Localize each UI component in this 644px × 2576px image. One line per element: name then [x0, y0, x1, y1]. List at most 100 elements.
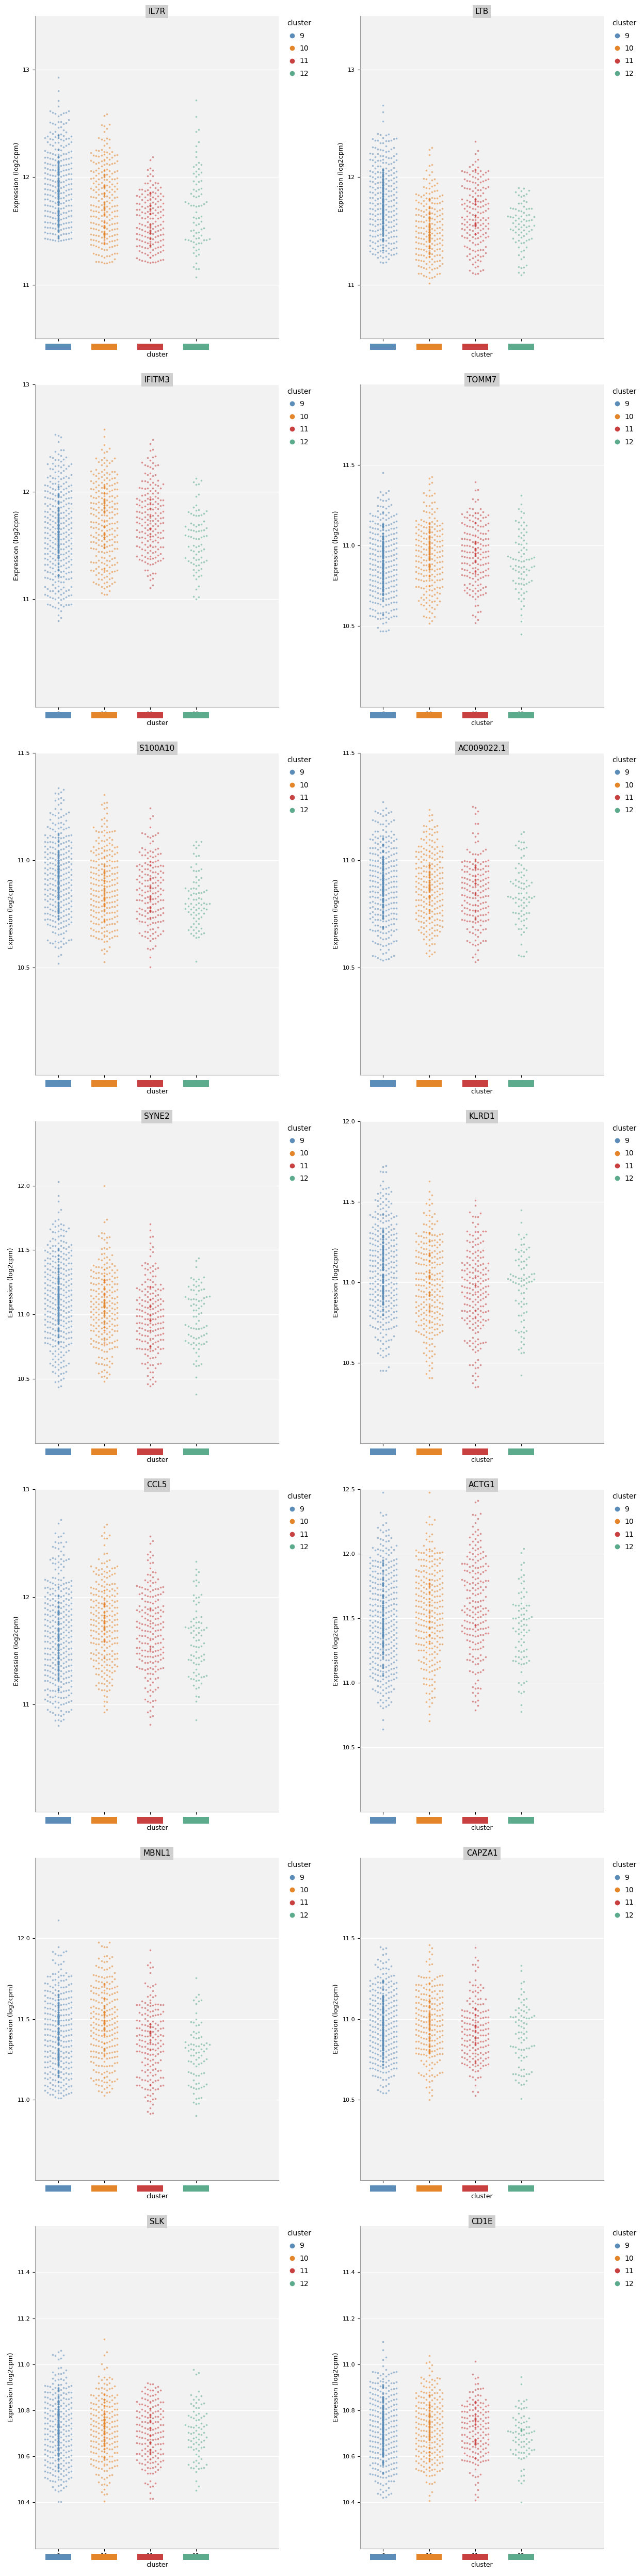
Point — [383, 232, 393, 273]
Point — [375, 858, 386, 899]
Point — [378, 2419, 388, 2460]
Point — [473, 2401, 483, 2442]
Point — [102, 1265, 112, 1306]
Point — [378, 2045, 388, 2087]
Point — [145, 2014, 155, 2056]
Point — [183, 1265, 193, 1306]
Point — [135, 219, 145, 260]
Point — [102, 551, 112, 592]
Point — [424, 232, 434, 273]
Point — [388, 889, 399, 930]
Point — [53, 1641, 63, 1682]
Point — [86, 889, 96, 930]
Point — [457, 858, 467, 899]
Point — [142, 927, 153, 969]
Point — [375, 1285, 386, 1327]
Point — [53, 526, 63, 567]
Point — [383, 2365, 393, 2406]
Point — [145, 2421, 155, 2463]
Point — [386, 2027, 396, 2069]
Point — [188, 175, 198, 216]
Point — [378, 544, 388, 585]
Point — [147, 1976, 158, 2017]
Point — [381, 219, 391, 260]
Point — [464, 180, 475, 222]
Point — [50, 1996, 61, 2038]
Point — [473, 554, 483, 595]
Point — [140, 1597, 150, 1638]
Point — [40, 477, 50, 518]
Point — [478, 1244, 488, 1285]
Point — [430, 1499, 440, 1540]
Point — [96, 1515, 106, 1556]
Point — [473, 2045, 483, 2087]
Point — [378, 850, 388, 891]
Point — [53, 837, 63, 878]
Point — [426, 902, 437, 943]
Point — [421, 533, 431, 574]
Point — [145, 1306, 155, 1347]
Point — [513, 1329, 524, 1370]
Point — [430, 1265, 440, 1306]
Point — [53, 2025, 63, 2066]
Point — [53, 1989, 63, 2030]
Point — [48, 585, 58, 626]
X-axis label: cluster: cluster — [146, 1087, 168, 1095]
Point — [513, 2038, 524, 2079]
Point — [424, 1255, 434, 1296]
Point — [426, 1643, 437, 1685]
Point — [424, 523, 434, 564]
Point — [93, 850, 104, 891]
Point — [53, 482, 63, 523]
Point — [86, 183, 96, 224]
Point — [109, 520, 120, 562]
Point — [102, 526, 112, 567]
Point — [378, 848, 388, 889]
Point — [411, 2014, 421, 2056]
Point — [470, 878, 480, 920]
Point — [375, 162, 386, 204]
Point — [378, 544, 388, 585]
Point — [191, 484, 201, 526]
Point — [185, 2383, 196, 2424]
Point — [53, 2424, 63, 2465]
Point — [430, 193, 440, 234]
Point — [388, 211, 399, 252]
Point — [513, 2414, 524, 2455]
Point — [464, 175, 475, 216]
Point — [53, 2460, 63, 2501]
Point — [424, 502, 434, 544]
Point — [99, 1989, 109, 2030]
Point — [55, 1208, 66, 1249]
Point — [53, 2396, 63, 2437]
Point — [378, 2027, 388, 2069]
Point — [383, 572, 393, 613]
Point — [435, 229, 445, 270]
Point — [43, 1659, 53, 1700]
Point — [388, 1579, 399, 1620]
Point — [383, 585, 393, 626]
Point — [421, 866, 431, 907]
Point — [137, 219, 147, 260]
Point — [391, 2043, 401, 2084]
Point — [99, 487, 109, 528]
Point — [378, 520, 388, 562]
Point — [424, 497, 434, 538]
Point — [194, 2437, 204, 2478]
Point — [53, 162, 63, 204]
Point — [424, 2375, 434, 2416]
Point — [424, 1497, 434, 1538]
Point — [378, 2414, 388, 2455]
Point — [53, 2427, 63, 2468]
Point — [53, 2056, 63, 2097]
Point — [99, 868, 109, 909]
Point — [378, 1605, 388, 1646]
Point — [50, 1548, 61, 1589]
Point — [158, 891, 169, 933]
Point — [53, 1270, 63, 1311]
Point — [378, 533, 388, 574]
Point — [378, 2012, 388, 2053]
Point — [202, 1321, 212, 1363]
Point — [53, 1285, 63, 1327]
Point — [365, 554, 375, 595]
